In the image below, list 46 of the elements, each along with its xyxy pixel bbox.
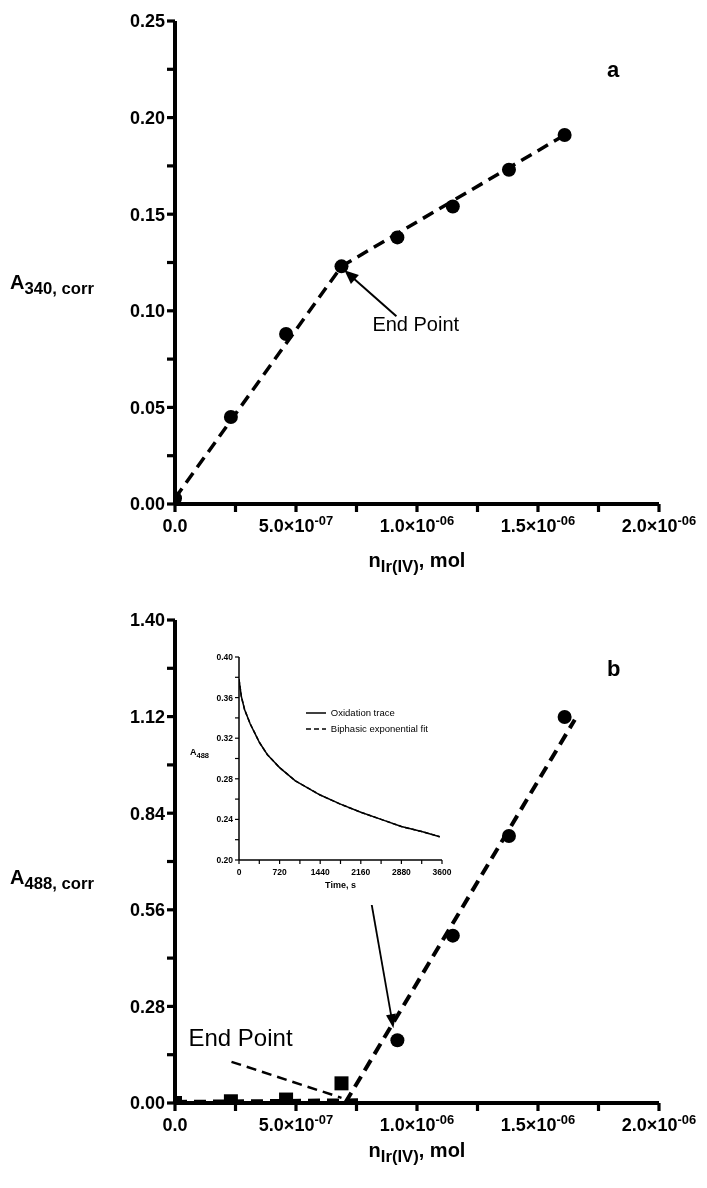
x-tick-label: 0.0 — [162, 1115, 188, 1135]
x-tick-label: 5.0×10$^{-07}$ — [258, 512, 334, 536]
y-tick-label: 0.00 — [129, 1093, 165, 1114]
y-tick-label: 1.12 — [129, 706, 165, 727]
x-tick-label: 0.0 — [162, 516, 188, 536]
x-axis-title: n$_{Ir(IV)}$, mol — [367, 1138, 467, 1167]
x-tick-label: 1.5×10$^{-06}$ — [500, 1111, 576, 1135]
x-tick-label: 1.0×10$^{-06}$ — [379, 1111, 455, 1135]
x-tick-label: 2.0×10$^{-06}$ — [621, 1111, 697, 1135]
y-tick-label: 1.40 — [129, 610, 165, 631]
y-tick-label: 0.20 — [129, 107, 165, 128]
y-axis-title: A$_{488}$ — [190, 747, 210, 760]
text: a — [607, 57, 620, 82]
y-tick-label: 0.32 — [216, 733, 234, 744]
y-tick-label: 0.28 — [129, 996, 165, 1017]
annotation: End Point — [188, 1023, 293, 1051]
x-tick-label: 0 — [236, 866, 242, 877]
x-tick-label: 1.0×10$^{-06}$ — [379, 512, 455, 536]
y-tick-label: 0.36 — [216, 692, 234, 703]
y-tick-label: 0.40 — [216, 651, 234, 662]
y-tick-label: 0.84 — [129, 803, 165, 824]
x-axis-title: n$_{Ir(IV)}$, mol — [367, 548, 467, 577]
x-tick-label: 720 — [272, 866, 287, 877]
y-axis-title: A$_{340, corr}$ — [10, 270, 94, 299]
y-tick-label: 0.15 — [129, 204, 165, 225]
x-tick-label: 1.5×10$^{-06}$ — [500, 512, 576, 536]
y-tick-label: 0.25 — [129, 11, 165, 32]
x-tick-label: 2.0×10$^{-06}$ — [621, 512, 697, 536]
y-tick-label: 0.10 — [129, 301, 165, 322]
legend-label: Biphasic exponential fit — [330, 722, 428, 736]
y-tick-label: 0.05 — [129, 397, 165, 418]
y-axis-title: A$_{488, corr}$ — [10, 865, 94, 894]
y-tick-label: 0.00 — [129, 494, 165, 515]
x-axis-title: Time, s — [324, 880, 357, 891]
x-tick-label: 2880 — [391, 866, 412, 877]
y-tick-label: 0.56 — [129, 900, 165, 921]
y-tick-label: 0.20 — [216, 854, 234, 865]
y-tick-label: 0.24 — [216, 814, 234, 825]
x-tick-label: 3600 — [432, 866, 452, 877]
legend-label: Oxidation trace — [330, 706, 395, 720]
x-tick-label: 1440 — [310, 866, 330, 877]
x-tick-label: 2160 — [351, 866, 371, 877]
y-tick-label: 0.28 — [216, 773, 234, 784]
x-tick-label: 5.0×10$^{-07}$ — [258, 1111, 334, 1135]
text: b — [607, 656, 621, 681]
annotation: End Point — [372, 313, 460, 336]
